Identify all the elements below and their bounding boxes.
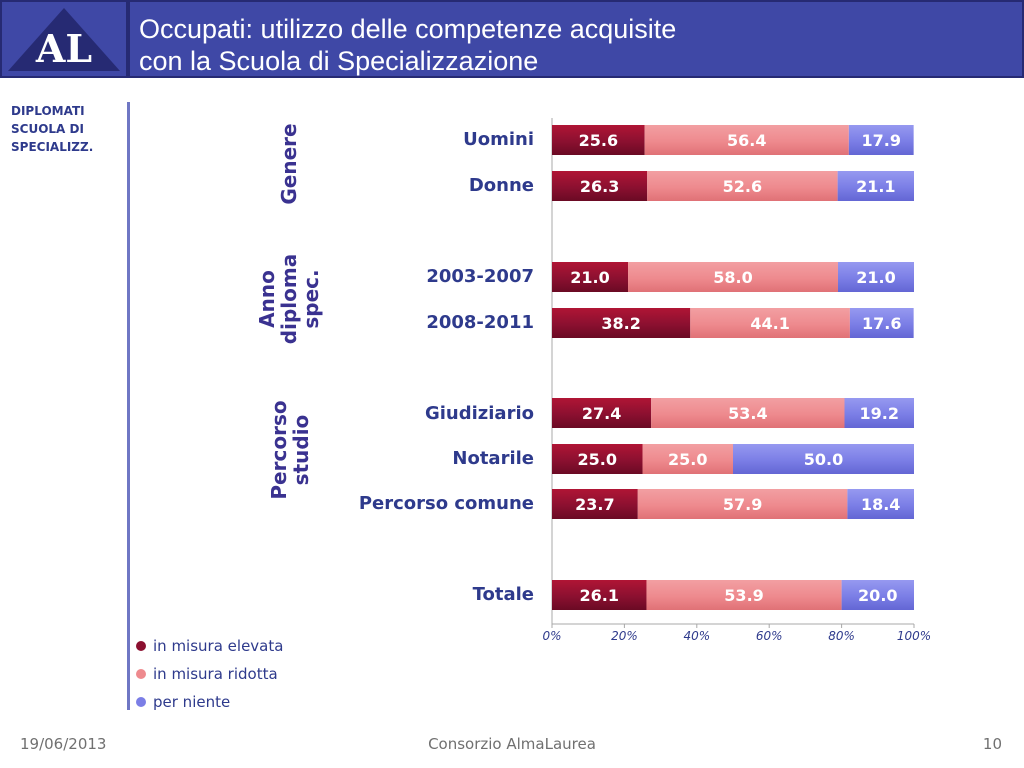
legend-dot-icon	[136, 697, 146, 707]
bar-value-label: 52.6	[723, 177, 762, 196]
category-label: Percorso comune	[358, 493, 534, 514]
bar-value-label: 25.6	[579, 131, 618, 150]
bar-value-label: 38.2	[601, 314, 640, 333]
category-label: 2008-2011	[426, 312, 534, 333]
bar-segment	[651, 398, 845, 428]
bar-segment	[849, 308, 914, 338]
bar-segment	[552, 580, 647, 610]
slide-header: AL Occupati: utilizzo delle competenze a…	[0, 0, 1024, 78]
bar-segment	[552, 171, 648, 201]
title-box: Occupati: utilizzo delle competenze acqu…	[130, 2, 1022, 76]
bar-segment	[690, 308, 850, 338]
bar-segment	[841, 580, 914, 610]
vertical-divider	[127, 102, 130, 710]
bar-value-label: 25.0	[578, 450, 617, 469]
bar-segment	[647, 171, 838, 201]
bar-segment	[552, 444, 643, 474]
legend-dot-icon	[136, 641, 146, 651]
bar-segment	[847, 489, 914, 519]
bar-value-label: 17.9	[861, 131, 900, 150]
bar-segment	[837, 171, 914, 201]
legend-dot-icon	[136, 669, 146, 679]
x-tick-label: 20%	[611, 629, 638, 643]
category-label: Uomini	[463, 129, 534, 150]
logo-text: AL	[35, 26, 93, 71]
bar-segment	[642, 444, 733, 474]
legend-label: in misura ridotta	[153, 665, 278, 683]
section-label-line: DIPLOMATI	[11, 104, 85, 118]
bar-segment	[628, 262, 838, 292]
bar-value-label: 53.9	[724, 586, 763, 605]
bar-value-label: 21.0	[856, 268, 895, 287]
bar-segment	[844, 398, 914, 428]
ticks-layer: 0% 20% 40% 60% 80% 100%	[542, 624, 931, 643]
bar-value-label: 26.1	[579, 586, 618, 605]
bar-value-label: 44.1	[750, 314, 789, 333]
bar-segment	[848, 125, 914, 155]
category-label: Totale	[472, 584, 534, 605]
bar-value-label: 23.7	[575, 495, 614, 514]
category-label: Giudiziario	[424, 403, 534, 424]
bar-segment	[552, 489, 638, 519]
legend-label: in misura elevata	[153, 637, 284, 655]
x-tick-label: 60%	[756, 629, 783, 643]
page-number: 10	[982, 735, 1002, 753]
bars-layer: 25.6 56.4 17.9 26.3 52.6 21.1 21.0 58.0 21.0 38.2…	[552, 125, 914, 610]
logo-diamond-icon	[8, 8, 120, 71]
bar-segment	[552, 262, 629, 292]
x-tick-label: 40%	[683, 629, 710, 643]
bar-value-label: 19.2	[860, 404, 899, 423]
bar-value-label: 26.3	[580, 177, 619, 196]
bar-segment	[837, 262, 914, 292]
bar-value-label: 27.4	[582, 404, 621, 423]
bar-value-label: 18.4	[861, 495, 900, 514]
section-label: DIPLOMATI SCUOLA DI SPECIALIZZ.	[11, 102, 121, 156]
bar-value-label: 25.0	[668, 450, 707, 469]
bar-segment	[552, 308, 691, 338]
bar-value-label: 58.0	[713, 268, 752, 287]
bar-segment	[552, 125, 645, 155]
bar-value-label: 50.0	[804, 450, 843, 469]
bar-value-label: 53.4	[728, 404, 767, 423]
bar-segment	[646, 580, 842, 610]
page-title-line-1: Occupati: utilizzo delle competenze acqu…	[139, 14, 677, 44]
bar-segment	[552, 398, 652, 428]
footer-organization: Consorzio AlmaLaurea	[428, 735, 596, 753]
bar-value-label: 20.0	[858, 586, 897, 605]
x-tick-label: 80%	[828, 629, 855, 643]
bar-value-label: 21.0	[570, 268, 609, 287]
bar-segment	[637, 489, 848, 519]
axis-layer	[551, 118, 914, 625]
section-label-line: SPECIALIZZ.	[11, 140, 94, 154]
logo: AL	[2, 2, 126, 76]
category-label: 2003-2007	[426, 266, 534, 287]
bar-segment	[733, 444, 914, 474]
category-label: Donne	[468, 175, 534, 196]
bar-value-label: 21.1	[856, 177, 895, 196]
legend-label: per niente	[153, 693, 231, 711]
category-label: Notarile	[452, 448, 534, 469]
x-tick-label: 100%	[897, 629, 931, 643]
footer-date: 19/06/2013	[20, 735, 107, 753]
x-tick-label: 0%	[542, 629, 561, 643]
bar-value-label: 57.9	[723, 495, 762, 514]
bar-value-label: 56.4	[727, 131, 766, 150]
section-label-line: SCUOLA DI	[11, 122, 84, 136]
bar-segment	[644, 125, 849, 155]
bar-value-label: 17.6	[862, 314, 901, 333]
page-title-line-2: con la Scuola di Specializzazione	[139, 46, 539, 76]
